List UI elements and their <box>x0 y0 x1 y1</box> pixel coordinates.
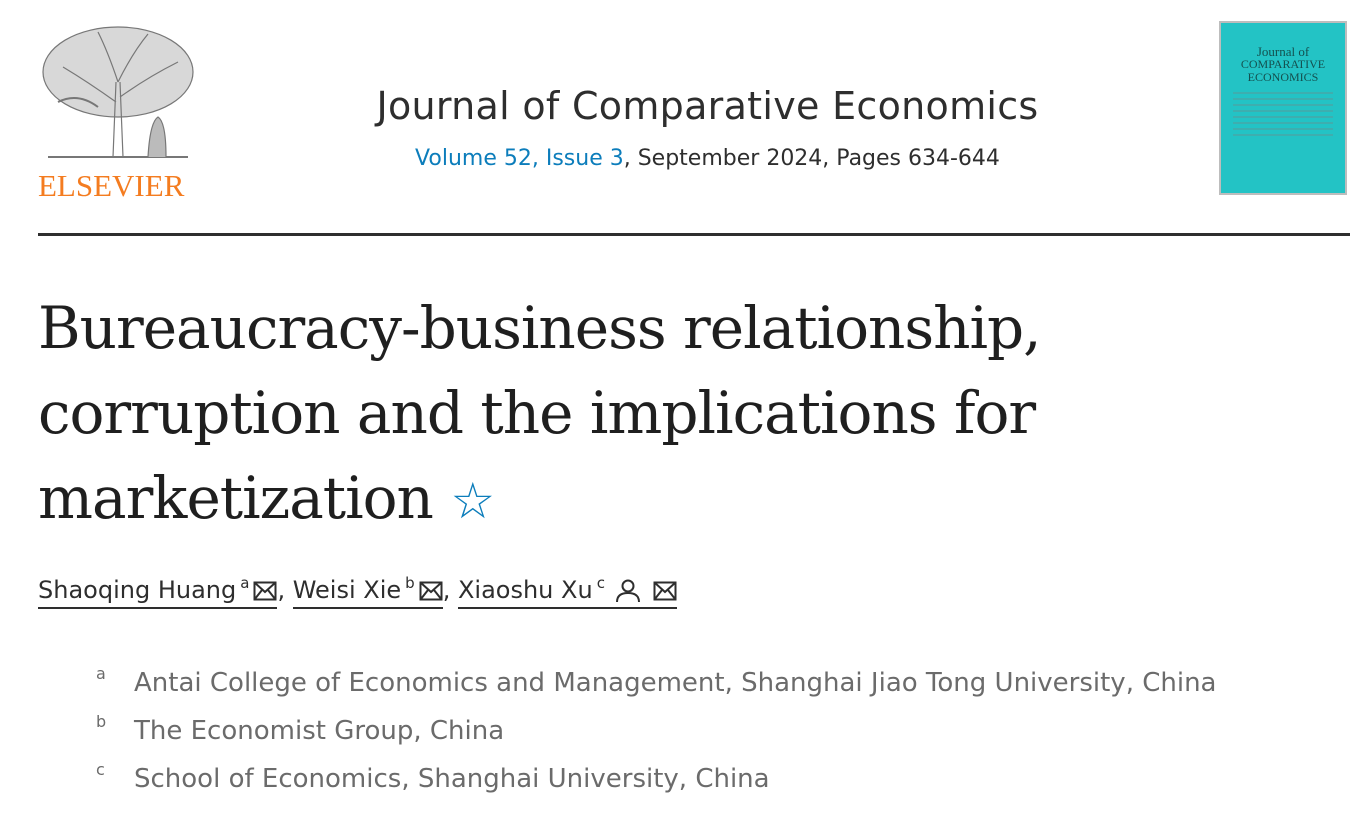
envelope-icon <box>419 581 443 601</box>
elsevier-tree-icon <box>42 26 194 158</box>
star-outline-icon[interactable]: ☆ <box>450 472 495 530</box>
author-link[interactable]: Shaoqing Huang a <box>38 574 278 609</box>
author-link[interactable]: Weisi Xie b <box>292 574 443 609</box>
person-icon <box>615 579 640 603</box>
envelope-icon <box>253 581 277 601</box>
volume-issue-link[interactable]: Volume 52, Issue 3 <box>415 146 624 171</box>
journal-cover-image[interactable]: Journal of COMPARATIVE ECONOMICS <box>1219 21 1347 195</box>
elsevier-logo[interactable]: ELSEVIER <box>38 22 198 203</box>
envelope-icon <box>653 581 677 601</box>
elsevier-wordmark: ELSEVIER <box>38 168 185 203</box>
author-link[interactable]: Xiaoshu Xu c <box>457 574 677 609</box>
journal-title[interactable]: Journal of Comparative Economics <box>376 84 1039 128</box>
volume-info: Volume 52, Issue 3, September 2024, Page… <box>0 146 1350 171</box>
date-pages: , September 2024, Pages 634-644 <box>623 146 1000 171</box>
article-title: Bureaucracy-business relationship, corru… <box>38 294 1042 532</box>
header-divider <box>38 233 1350 236</box>
author-list: Shaoqing Huang a, Weisi Xie b, Xiaoshu Xu c <box>38 574 677 609</box>
